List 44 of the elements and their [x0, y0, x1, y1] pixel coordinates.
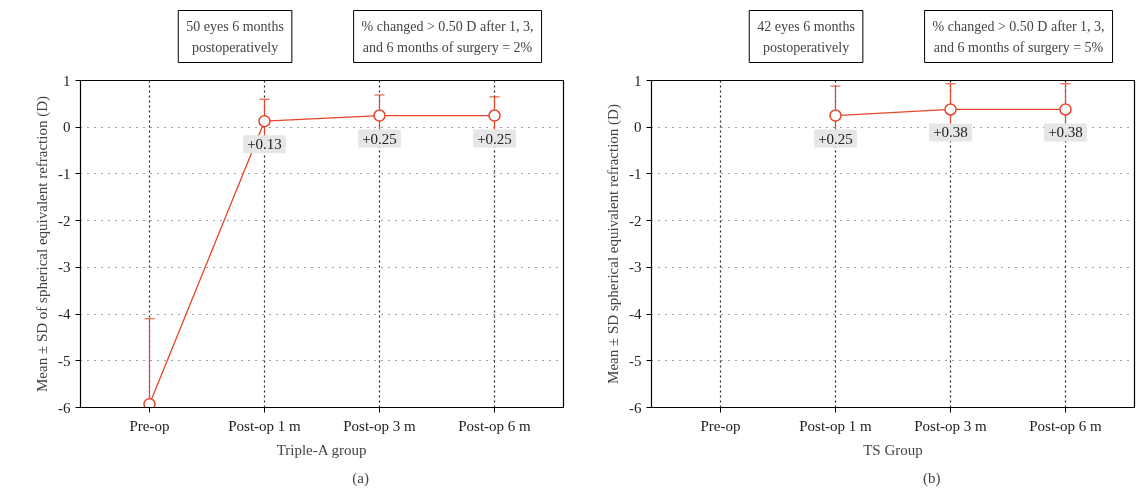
y-tick-label: -6 — [629, 399, 642, 416]
data-label: +0.25 — [362, 130, 397, 147]
point — [143, 397, 156, 408]
y-tick-label: 0 — [634, 119, 642, 136]
x-tick-label: Pre-op — [700, 417, 741, 434]
y-tick-label: -5 — [58, 352, 71, 369]
point — [488, 109, 501, 122]
y-tick-label: 1 — [63, 72, 71, 89]
data-label: +0.25 — [818, 130, 853, 147]
x-tick-label: Post-op 3 m — [914, 417, 988, 434]
y-tick-label: -2 — [58, 212, 71, 229]
y-tick-label: -4 — [58, 306, 71, 323]
text: % changed > 0.50 D after 1, 3, and 6 months of surgery = 2% — [361, 18, 534, 55]
y-tick-label: -3 — [629, 259, 642, 276]
point — [258, 114, 271, 128]
x-tick-label: Post-op 1 m — [228, 417, 302, 434]
data-label: +0.38 — [933, 124, 968, 141]
x-tick-label: Post-op 3 m — [343, 417, 417, 434]
x-tick-label: Post-op 1 m — [799, 417, 873, 434]
data-label: +0.25 — [477, 130, 512, 147]
x-axis-title: TS Group — [863, 441, 923, 458]
y-tick-label: 0 — [63, 119, 71, 136]
y-tick-label: 1 — [634, 72, 642, 89]
text: 50 eyes 6 months postoperatively — [186, 18, 284, 55]
x-tick-label: Post-op 6 m — [458, 417, 532, 434]
y-tick-label: -6 — [58, 399, 71, 416]
y-tick-label: -3 — [58, 259, 71, 276]
x-tick-label: Pre-op — [129, 417, 170, 434]
y-tick-label: -2 — [629, 212, 642, 229]
y-tick-label: -5 — [629, 352, 642, 369]
data-label: +0.38 — [1048, 124, 1083, 141]
x-tick-label: Post-op 6 m — [1029, 417, 1103, 434]
y-axis-title: Mean ± SD spherical equivalent refraction (D) — [605, 104, 622, 384]
data-label: +0.13 — [247, 136, 282, 153]
text: 42 eyes 6 months postoperatively — [757, 18, 855, 55]
text: % changed > 0.50 D after 1, 3, and 6 months of surgery = 5% — [932, 18, 1105, 55]
x-axis-title: Triple-A group — [276, 441, 367, 458]
point — [373, 109, 386, 122]
text: (b) — [922, 469, 941, 487]
y-tick-label: -4 — [629, 306, 642, 323]
y-axis-title: Mean ± SD of spherical equivalent refraction (D) — [34, 95, 51, 393]
y-tick-label: -1 — [629, 165, 642, 182]
y-tick-label: -1 — [58, 165, 71, 182]
text: (a) — [352, 469, 369, 487]
